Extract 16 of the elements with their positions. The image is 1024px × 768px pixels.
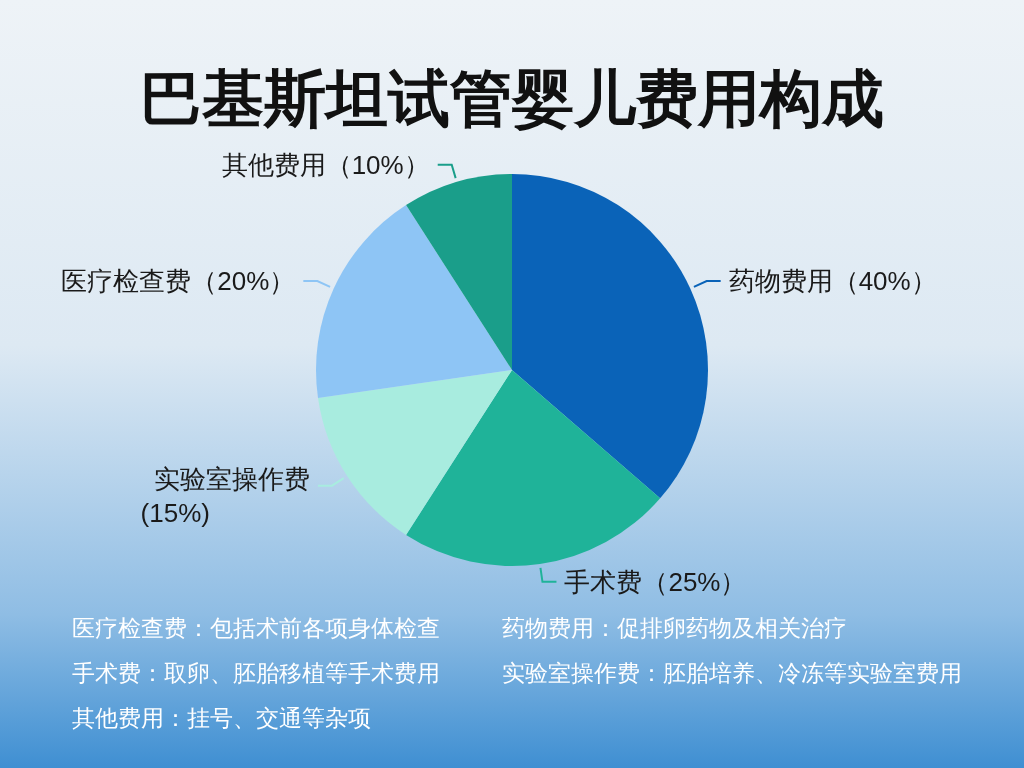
pie-slice (316, 205, 512, 398)
slice-label: 手术费（25%） (564, 566, 747, 597)
slice-label: 药物费用（40%） (728, 266, 937, 297)
chart-title: 巴基斯坦试管婴儿费用构成 (140, 64, 884, 133)
text: 手术费：取卵、胚胎移植等手术费用 (72, 660, 440, 686)
text: 实验室操作费：胚胎培养、冷冻等实验室费用 (502, 660, 962, 686)
pie-slice (406, 370, 661, 566)
pie-slice (317, 370, 512, 535)
text: 医疗检查费：包括术前各项身体检查 (72, 615, 440, 641)
slice-label: 医疗检查费（20%） (61, 266, 296, 297)
slice-label: 其他费用（10%） (221, 149, 430, 180)
data-label: (15%) (140, 497, 210, 528)
pie-slice (512, 174, 708, 499)
text: 药物费用：促排卵药物及相关治疗 (502, 615, 847, 641)
text: 其他费用：挂号、交通等杂项 (72, 705, 371, 731)
slice-label: 实验室操作费 (153, 463, 310, 494)
